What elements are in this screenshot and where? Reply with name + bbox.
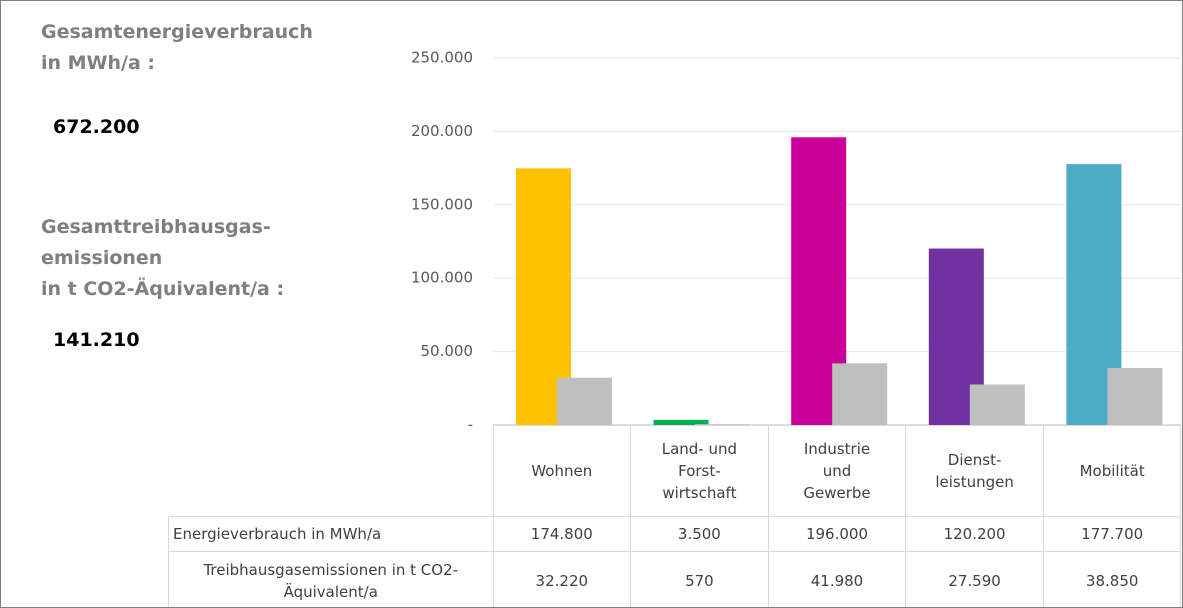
bar: [653, 419, 709, 425]
category-label: Wohnen: [492, 425, 632, 517]
category-label: Land- und Forst- wirtschaft: [630, 425, 769, 517]
table-row: Treibhausgasemissionen in t CO2-Äquivale…: [168, 551, 1182, 607]
value-label: 120.200: [905, 516, 1044, 552]
y-tick-label: 100.000: [411, 269, 473, 287]
value-label: 32.220: [492, 551, 632, 607]
value-label: 38.850: [1042, 551, 1182, 607]
value-label: 177.700: [1042, 516, 1182, 552]
total-energy-value: 672.200: [53, 116, 140, 138]
y-tick-label: 200.000: [411, 122, 473, 140]
value-label: 196.000: [767, 516, 907, 552]
table-row: Wohnen Land- und Forst- wirtschaft Industr…: [169, 425, 1182, 517]
value-label: 3.500: [630, 516, 769, 552]
y-tick-label: -: [468, 416, 473, 434]
category-label: Mobilität: [1042, 425, 1182, 517]
data-table: Wohnen Land- und Forst- wirtschaft Industr…: [168, 425, 1182, 607]
series-label: Treibhausgasemissionen in t CO2-Äquivale…: [168, 551, 494, 607]
y-tick-label: 150.000: [411, 195, 473, 213]
bar: [969, 384, 1025, 425]
total-ghg-label: Gesamttreibhausgas- emissionen in t CO2-…: [41, 216, 285, 300]
category-label: Dienst- leistungen: [905, 425, 1044, 517]
y-tick-label: 50.000: [421, 342, 474, 360]
total-ghg-value: 141.210: [53, 329, 140, 351]
bar: [557, 377, 612, 425]
total-energy-label: Gesamtenergieverbrauch in MWh/a :: [41, 21, 313, 74]
table-corner: [169, 426, 494, 517]
value-label: 570: [630, 551, 769, 607]
bar: [694, 424, 750, 425]
bar: [832, 363, 888, 425]
y-tick-label: 250.000: [411, 49, 473, 67]
bar: [1107, 367, 1163, 425]
value-label: 41.980: [767, 551, 907, 607]
value-label: 27.590: [905, 551, 1044, 607]
table-row: Energieverbrauch in MWh/a 174.800 3.500 196…: [168, 516, 1182, 552]
value-label: 174.800: [492, 516, 632, 552]
series-label: Energieverbrauch in MWh/a: [168, 516, 494, 552]
category-label: Industrie und Gewerbe: [767, 425, 907, 517]
